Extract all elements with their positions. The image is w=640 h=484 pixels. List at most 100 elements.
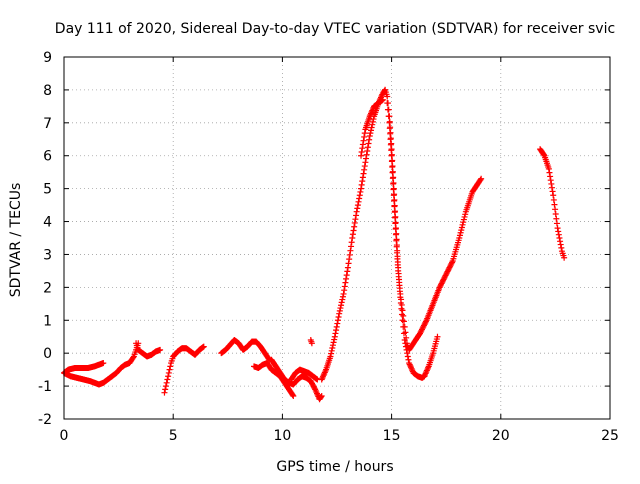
data-point (443, 271, 450, 278)
data-point (359, 141, 366, 148)
y-tick-label: 0 (43, 346, 52, 362)
data-point (363, 151, 370, 158)
x-tick-label: 5 (169, 428, 178, 444)
series-9.5-11.8h (268, 356, 325, 403)
data-point (434, 333, 441, 340)
data-point (162, 383, 169, 390)
data-point (164, 376, 171, 383)
data-point (349, 231, 356, 238)
data-point (389, 169, 396, 176)
data-point (392, 220, 399, 227)
data-point (462, 211, 469, 218)
y-tick-label: 6 (43, 149, 52, 165)
data-point (328, 350, 335, 357)
data-point (200, 343, 207, 350)
data-point (436, 284, 443, 291)
data-point (388, 147, 395, 154)
data-point (417, 329, 424, 336)
data-point (360, 170, 367, 177)
data-point (555, 228, 562, 235)
data-point (130, 354, 137, 361)
data-point (402, 329, 409, 336)
data-point (361, 163, 368, 170)
x-tick-label: 25 (601, 428, 619, 444)
data-point (328, 347, 335, 354)
data-point (553, 220, 560, 227)
data-point (552, 211, 559, 218)
data-point (441, 273, 448, 280)
data-point (338, 302, 345, 309)
data-point (339, 293, 346, 300)
data-point (289, 392, 296, 399)
data-point (351, 223, 358, 230)
data-point (391, 197, 398, 204)
data-point (353, 208, 360, 215)
data-point (553, 215, 560, 222)
data-point (351, 219, 358, 226)
data-point (394, 249, 401, 256)
data-point (387, 130, 394, 137)
data-point (356, 192, 363, 199)
data-point (317, 394, 324, 401)
data-point (346, 256, 353, 263)
data-point (460, 219, 467, 226)
data-point (165, 369, 172, 376)
data-point (358, 181, 365, 188)
data-point (547, 177, 554, 184)
series-fall-inner-14.8-15.8h (384, 100, 413, 353)
data-point (387, 136, 394, 143)
data-point (422, 319, 429, 326)
data-point (445, 267, 452, 274)
data-point (346, 251, 353, 258)
data-point (331, 336, 338, 343)
data-point (318, 392, 325, 399)
data-point (356, 195, 363, 202)
data-point (419, 325, 426, 332)
data-point (391, 209, 398, 216)
data-point (395, 267, 402, 274)
data-point (404, 350, 411, 357)
data-point (349, 235, 356, 241)
data-point (348, 239, 355, 246)
data-point (391, 203, 398, 210)
data-point (366, 132, 373, 139)
data-point (394, 255, 401, 262)
series-7.2-9.5h (218, 337, 273, 363)
data-point (458, 227, 465, 234)
x-tick-label: 15 (383, 428, 401, 444)
data-point (361, 166, 368, 173)
data-point (396, 285, 403, 292)
y-tick-label: 7 (43, 116, 52, 132)
data-point (557, 241, 564, 248)
data-point (394, 261, 401, 268)
data-point (441, 275, 448, 282)
data-point (100, 360, 107, 367)
data-point (368, 127, 375, 134)
data-point (338, 299, 345, 306)
data-point (343, 272, 350, 279)
data-point (162, 386, 169, 393)
data-point (359, 174, 366, 181)
y-tick-label: 1 (43, 313, 52, 329)
data-point (558, 244, 565, 251)
data-point (398, 296, 405, 303)
data-point (336, 307, 343, 314)
data-point (395, 273, 402, 280)
data-point (161, 389, 168, 396)
data-point (354, 202, 361, 209)
data-point (344, 264, 351, 271)
data-point (460, 216, 467, 223)
data-point (477, 176, 484, 183)
data-point (439, 277, 446, 284)
data-point (549, 188, 556, 195)
y-axis-label: SDTVAR / TECUs (8, 183, 24, 298)
data-point (561, 254, 568, 261)
data-point (384, 100, 391, 107)
series-recover-15.8-19.1h (406, 175, 485, 353)
data-point (390, 186, 397, 193)
data-point (555, 231, 562, 238)
data-point (364, 148, 371, 155)
data-point (354, 205, 361, 212)
data-point (421, 321, 428, 328)
